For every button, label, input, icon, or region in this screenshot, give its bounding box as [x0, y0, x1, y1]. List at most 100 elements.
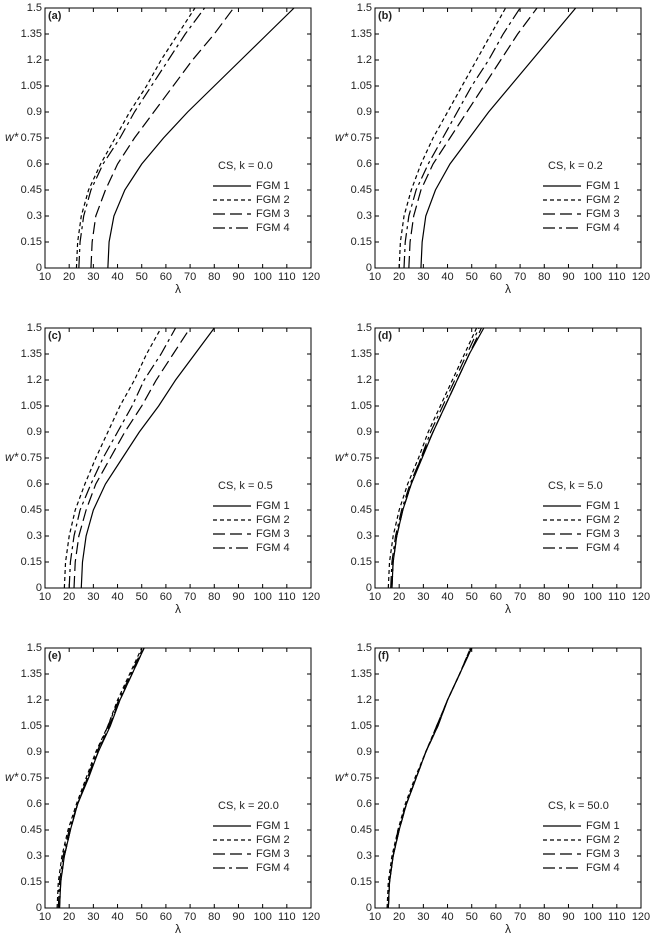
- y-tick-label: 0.9: [357, 746, 372, 758]
- curve: [387, 648, 473, 908]
- y-tick-label: 0.75: [351, 452, 372, 464]
- legend-title: CS, k = 0.5: [218, 480, 273, 492]
- x-tick-label: 70: [184, 591, 196, 603]
- x-tick-label: 10: [369, 911, 381, 923]
- y-tick-label: 0.45: [21, 824, 42, 836]
- legend-label: FGM 1: [586, 820, 620, 832]
- y-tick-label: 0.15: [21, 876, 42, 888]
- curve: [420, 8, 577, 268]
- curve: [90, 8, 235, 268]
- x-tick-label: 60: [490, 591, 502, 603]
- y-tick-label: 0.75: [21, 772, 42, 784]
- y-axis-label: w*: [5, 130, 19, 144]
- panel-label: (e): [48, 650, 62, 662]
- y-tick-label: 0.15: [21, 556, 42, 568]
- y-tick-label: 1.5: [27, 642, 42, 654]
- x-tick-label: 110: [608, 591, 626, 603]
- panel-label: (b): [378, 10, 392, 22]
- y-tick-label: 0.6: [27, 158, 42, 170]
- y-tick-label: 1.05: [21, 400, 42, 412]
- y-tick-label: 0.45: [351, 184, 372, 196]
- y-tick-label: 0: [36, 262, 42, 274]
- x-axis-label: λ: [175, 922, 181, 936]
- y-tick-label: 0: [36, 582, 42, 594]
- y-tick-label: 1.05: [351, 720, 372, 732]
- x-tick-label: 110: [278, 591, 296, 603]
- legend-label: FGM 4: [586, 862, 620, 874]
- y-tick-label: 1.05: [21, 720, 42, 732]
- legend-label: FGM 3: [586, 528, 620, 540]
- x-tick-label: 80: [208, 271, 220, 283]
- y-tick-label: 1.5: [357, 322, 372, 334]
- y-tick-label: 0.9: [27, 746, 42, 758]
- y-tick-label: 1.05: [351, 80, 372, 92]
- x-tick-label: 50: [136, 591, 148, 603]
- x-tick-label: 110: [608, 271, 626, 283]
- x-tick-label: 120: [302, 911, 320, 923]
- x-tick-label: 90: [232, 591, 244, 603]
- y-tick-label: 0.15: [21, 236, 42, 248]
- panel: 10 20 30 40 50 60 70 80 90 100 110 120 0 0.15 0.3 0.45 0…: [5, 642, 320, 936]
- x-tick-label: 110: [278, 271, 296, 283]
- curve: [58, 648, 145, 908]
- y-tick-label: 1.5: [27, 2, 42, 14]
- x-tick-label: 40: [441, 271, 453, 283]
- x-axis-label: λ: [175, 602, 181, 616]
- legend-title: CS, k = 50.0: [548, 800, 609, 812]
- x-tick-label: 20: [393, 911, 405, 923]
- x-axis-label: λ: [505, 922, 511, 936]
- x-tick-label: 100: [253, 911, 271, 923]
- x-tick-label: 110: [278, 911, 296, 923]
- curve: [386, 648, 472, 908]
- x-tick-label: 10: [39, 911, 51, 923]
- legend-label: FGM 2: [256, 194, 290, 206]
- y-axis-label: w*: [335, 450, 349, 464]
- x-tick-label: 80: [538, 911, 550, 923]
- x-tick-label: 120: [632, 271, 650, 283]
- y-tick-label: 0.3: [357, 530, 372, 542]
- curve: [56, 648, 143, 908]
- y-tick-label: 0.3: [27, 210, 42, 222]
- y-axis-label: w*: [5, 450, 19, 464]
- curve: [73, 328, 191, 588]
- panel-label: (a): [48, 10, 62, 22]
- x-tick-label: 10: [39, 591, 51, 603]
- panel: 10 20 30 40 50 60 70 80 90 100 110 120 0 0.15 0.3 0.45 0…: [5, 322, 320, 616]
- y-tick-label: 1.2: [357, 694, 372, 706]
- legend-label: FGM 4: [256, 542, 290, 554]
- curve: [68, 328, 177, 588]
- y-axis-label: w*: [5, 770, 19, 784]
- curve: [78, 8, 206, 268]
- y-tick-label: 0.9: [27, 106, 42, 118]
- x-tick-label: 20: [393, 591, 405, 603]
- legend-label: FGM 4: [256, 222, 290, 234]
- x-tick-label: 120: [632, 911, 650, 923]
- x-tick-label: 100: [253, 591, 271, 603]
- x-tick-label: 60: [160, 271, 172, 283]
- x-tick-label: 40: [441, 911, 453, 923]
- y-tick-label: 0.9: [357, 106, 372, 118]
- x-tick-label: 120: [302, 591, 320, 603]
- legend-label: FGM 2: [586, 514, 620, 526]
- x-axis-label: λ: [505, 282, 511, 296]
- y-tick-label: 0.45: [351, 504, 372, 516]
- curve: [57, 648, 144, 908]
- y-tick-label: 1.35: [351, 28, 372, 40]
- curve: [107, 8, 295, 268]
- x-tick-label: 50: [466, 911, 478, 923]
- panel: 10 20 30 40 50 60 70 80 90 100 110 120 0 0.15 0.3 0.45 0…: [335, 642, 650, 936]
- x-tick-label: 50: [136, 911, 148, 923]
- x-tick-label: 30: [417, 271, 429, 283]
- y-tick-label: 0.45: [21, 504, 42, 516]
- legend-label: FGM 1: [256, 820, 290, 832]
- x-tick-label: 70: [514, 591, 526, 603]
- y-tick-label: 0.3: [357, 210, 372, 222]
- x-tick-label: 60: [490, 911, 502, 923]
- y-tick-label: 0.6: [357, 158, 372, 170]
- y-tick-label: 1.35: [21, 348, 42, 360]
- x-tick-label: 30: [417, 591, 429, 603]
- y-tick-label: 0.9: [27, 426, 42, 438]
- x-tick-label: 20: [393, 271, 405, 283]
- y-tick-label: 0.9: [357, 426, 372, 438]
- curve: [63, 328, 162, 588]
